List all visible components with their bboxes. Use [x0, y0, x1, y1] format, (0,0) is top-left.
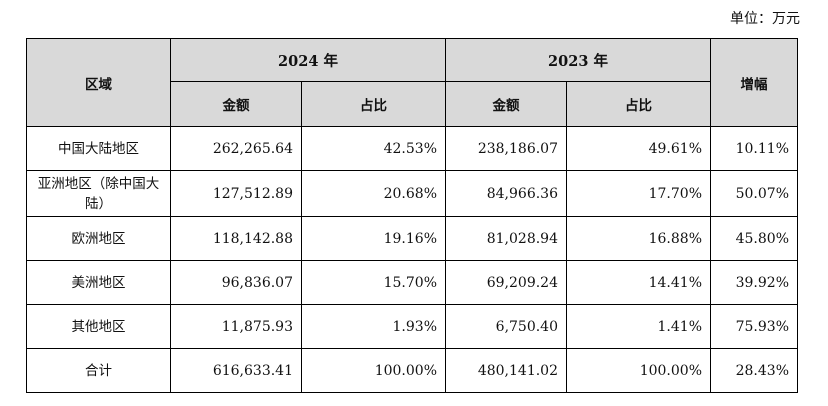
region-cell: 其他地区 [26, 304, 171, 349]
table-row: 欧洲地区 118,142.88 19.16% 81,028.94 16.88% … [26, 216, 798, 261]
table-row-total: 合计 616,633.41 100.00% 480,141.02 100.00%… [26, 348, 798, 393]
table-row: 其他地区 11,875.93 1.93% 6,750.40 1.41% 75.9… [26, 304, 798, 349]
share-2024-cell: 1.93% [301, 304, 446, 349]
header-year-2023: 2023 年 [445, 38, 711, 82]
table-body: 中国大陆地区 262,265.64 42.53% 238,186.07 49.6… [26, 126, 798, 393]
table-row: 亚洲地区（除中国大陆） 127,512.89 20.68% 84,966.36 … [26, 170, 798, 217]
header-region: 区域 [26, 38, 171, 127]
growth-cell: 45.80% [710, 216, 798, 261]
growth-cell: 75.93% [710, 304, 798, 349]
header-amount-2024: 金额 [170, 81, 302, 127]
growth-cell: 50.07% [710, 170, 798, 217]
header-year-2024: 2024 年 [170, 38, 446, 82]
header-share-2023: 占比 [566, 81, 711, 127]
region-cell: 欧洲地区 [26, 216, 171, 261]
amount-2023-cell: 81,028.94 [445, 216, 567, 261]
amount-2023-cell: 69,209.24 [445, 260, 567, 305]
amount-2024-cell: 118,142.88 [170, 216, 302, 261]
unit-label: 单位：万元 [730, 11, 800, 27]
share-2023-cell: 100.00% [566, 348, 711, 393]
share-2024-cell: 19.16% [301, 216, 446, 261]
amount-2024-cell: 127,512.89 [170, 170, 302, 217]
growth-cell: 10.11% [710, 126, 798, 171]
table-row: 美洲地区 96,836.07 15.70% 69,209.24 14.41% 3… [26, 260, 798, 305]
region-cell: 合计 [26, 348, 171, 393]
table-row: 中国大陆地区 262,265.64 42.53% 238,186.07 49.6… [26, 126, 798, 171]
growth-cell: 28.43% [710, 348, 798, 393]
share-2024-cell: 20.68% [301, 170, 446, 217]
amount-2023-cell: 238,186.07 [445, 126, 567, 171]
amount-2024-cell: 11,875.93 [170, 304, 302, 349]
amount-2024-cell: 616,633.41 [170, 348, 302, 393]
share-2023-cell: 49.61% [566, 126, 711, 171]
share-2023-cell: 16.88% [566, 216, 711, 261]
table-header: 区域 2024 年 2023 年 增幅 金额 占比 金额 占比 [26, 38, 798, 127]
amount-2023-cell: 84,966.36 [445, 170, 567, 217]
regional-revenue-table: 区域 2024 年 2023 年 增幅 金额 占比 金额 占比 中国大陆地区 2… [26, 38, 798, 393]
share-2023-cell: 17.70% [566, 170, 711, 217]
amount-2023-cell: 480,141.02 [445, 348, 567, 393]
share-2023-cell: 1.41% [566, 304, 711, 349]
amount-2024-cell: 262,265.64 [170, 126, 302, 171]
region-cell: 中国大陆地区 [26, 126, 171, 171]
share-2024-cell: 15.70% [301, 260, 446, 305]
header-amount-2023: 金额 [445, 81, 567, 127]
header-row-subcolumns: 金额 占比 金额 占比 [27, 81, 798, 127]
share-2024-cell: 42.53% [301, 126, 446, 171]
header-share-2024: 占比 [301, 81, 446, 127]
growth-cell: 39.92% [710, 260, 798, 305]
share-2023-cell: 14.41% [566, 260, 711, 305]
share-2024-cell: 100.00% [301, 348, 446, 393]
amount-2023-cell: 6,750.40 [445, 304, 567, 349]
region-cell: 美洲地区 [26, 260, 171, 305]
header-row-years: 区域 2024 年 2023 年 增幅 [26, 38, 798, 127]
header-growth: 增幅 [710, 38, 798, 127]
amount-2024-cell: 96,836.07 [170, 260, 302, 305]
region-cell: 亚洲地区（除中国大陆） [26, 170, 171, 217]
